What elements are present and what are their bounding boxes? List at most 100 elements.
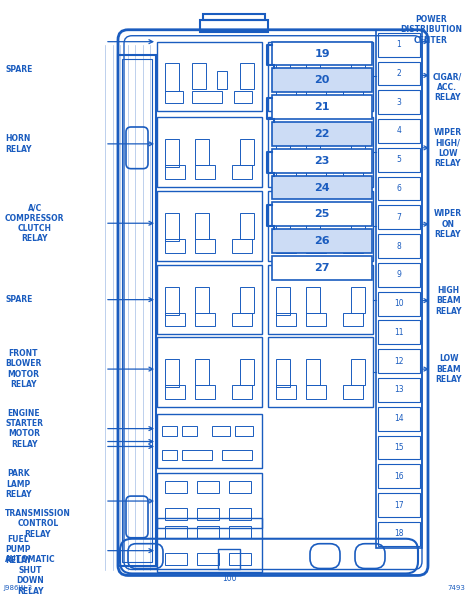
Bar (343, 385, 363, 399)
Bar (200, 20, 268, 32)
Bar (195, 287, 209, 313)
Bar (165, 385, 185, 399)
Bar (222, 451, 252, 460)
Text: TRANSMISSION
CONTROL
RELAY: TRANSMISSION CONTROL RELAY (5, 509, 71, 539)
Bar (306, 313, 326, 326)
Bar (240, 359, 254, 385)
Text: J986W-3: J986W-3 (3, 586, 32, 592)
Bar (165, 164, 185, 179)
Bar (343, 239, 363, 253)
Bar (217, 71, 227, 89)
Bar (268, 41, 373, 111)
Bar (306, 164, 326, 179)
Bar (195, 164, 215, 179)
Bar (235, 425, 253, 436)
Bar (203, 14, 265, 20)
Text: SPARE: SPARE (5, 295, 32, 304)
Bar (306, 214, 320, 239)
Bar (276, 214, 290, 241)
Text: 23: 23 (314, 156, 329, 166)
Bar (165, 64, 179, 91)
Text: 12: 12 (394, 356, 404, 365)
Bar (378, 33, 420, 56)
Bar (268, 117, 373, 187)
Bar (118, 55, 156, 566)
Text: FUEL
PUMP
RELAY: FUEL PUMP RELAY (5, 535, 31, 565)
Bar (272, 149, 372, 173)
Text: 15: 15 (394, 443, 404, 452)
Bar (343, 313, 363, 326)
Bar (197, 553, 219, 565)
Bar (276, 359, 290, 387)
Text: 9: 9 (396, 271, 402, 280)
Text: 6: 6 (396, 184, 402, 193)
Bar (195, 359, 209, 385)
Bar (378, 292, 420, 316)
Bar (276, 313, 296, 326)
Text: HIGH
BEAM
RELAY: HIGH BEAM RELAY (436, 286, 462, 316)
Text: PARK
LAMP
RELAY: PARK LAMP RELAY (5, 469, 31, 499)
Bar (165, 239, 185, 253)
Text: 4: 4 (396, 127, 402, 136)
Bar (378, 90, 420, 114)
Bar (272, 256, 372, 280)
Bar (378, 378, 420, 402)
Bar (272, 176, 372, 199)
Text: 16: 16 (394, 472, 404, 481)
Bar (276, 164, 296, 179)
Bar (378, 176, 420, 200)
Bar (157, 265, 262, 334)
Bar (232, 239, 252, 253)
Bar (240, 287, 254, 313)
Bar (351, 214, 365, 239)
Bar (378, 320, 420, 344)
Bar (306, 287, 320, 313)
Text: 13: 13 (394, 385, 404, 394)
Text: 2: 2 (396, 69, 402, 78)
Bar (378, 493, 420, 517)
Bar (234, 91, 252, 103)
Bar (276, 89, 296, 103)
Bar (240, 214, 254, 239)
Bar (351, 359, 365, 385)
Bar (343, 89, 363, 103)
Bar (272, 229, 372, 253)
Text: LOW
BEAM
RELAY: LOW BEAM RELAY (436, 354, 462, 384)
Bar (162, 451, 177, 460)
Bar (276, 385, 296, 399)
Bar (165, 481, 187, 493)
Bar (182, 425, 197, 436)
Text: WIPER
HIGH/
LOW
RELAY: WIPER HIGH/ LOW RELAY (434, 128, 462, 168)
Bar (165, 508, 187, 520)
Bar (197, 526, 219, 538)
Bar (268, 265, 373, 334)
Bar (378, 436, 420, 460)
Bar (197, 481, 219, 493)
Text: HORN
RELAY: HORN RELAY (5, 134, 31, 154)
Bar (192, 91, 222, 103)
Bar (212, 425, 230, 436)
Bar (165, 91, 183, 103)
Bar (306, 64, 320, 89)
Bar (378, 407, 420, 431)
Text: SPARE: SPARE (5, 65, 32, 74)
Text: 20: 20 (314, 76, 329, 85)
Text: 10: 10 (394, 299, 404, 308)
Bar (232, 164, 252, 179)
Text: 8: 8 (396, 242, 402, 251)
Bar (272, 202, 372, 226)
Bar (276, 64, 290, 91)
Bar (232, 313, 252, 326)
Bar (276, 239, 296, 253)
Bar (195, 214, 209, 239)
Bar (376, 30, 422, 548)
Bar (195, 385, 215, 399)
Bar (197, 508, 219, 520)
Bar (306, 89, 326, 103)
Text: POWER
DISTRIBUTION
CENTER: POWER DISTRIBUTION CENTER (400, 15, 462, 44)
Bar (343, 164, 363, 179)
Bar (306, 239, 326, 253)
Bar (157, 41, 262, 111)
Bar (218, 548, 240, 569)
Bar (378, 263, 420, 287)
